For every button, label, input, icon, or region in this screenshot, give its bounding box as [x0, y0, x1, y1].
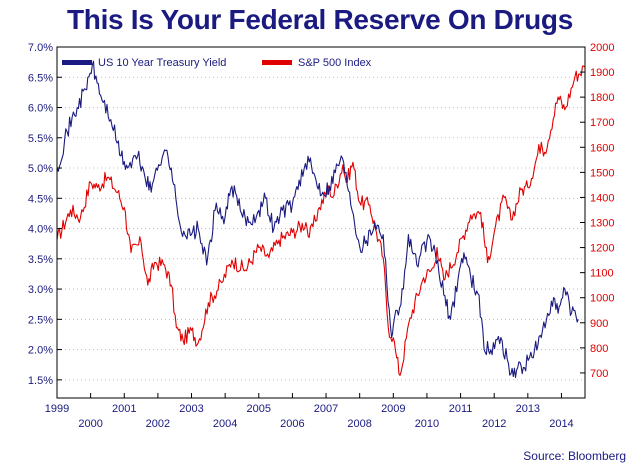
left-tick-label: 7.0% — [28, 42, 53, 54]
x-tick-label: 2000 — [78, 418, 102, 430]
x-tick-label: 2003 — [179, 403, 203, 415]
legend-label-yield: US 10 Year Treasury Yield — [98, 57, 226, 69]
left-tick-label: 5.5% — [28, 133, 53, 145]
x-tick-label: 2001 — [112, 403, 136, 415]
series-layer — [56, 60, 586, 379]
x-tick-label: 2010 — [415, 418, 439, 430]
x-tick-label: 2014 — [549, 418, 573, 430]
left-tick-label: 5.0% — [28, 163, 53, 175]
right-tick-label: 1300 — [590, 218, 614, 230]
x-tick-label: 2011 — [449, 403, 473, 415]
right-tick-label: 800 — [590, 343, 608, 355]
left-tick-label: 3.0% — [28, 284, 53, 296]
x-tick-label: 2004 — [213, 418, 237, 430]
legend-label-sp500: S&P 500 Index — [298, 57, 372, 69]
legend-swatch-sp500 — [262, 60, 292, 65]
x-tick-label: 2009 — [381, 403, 405, 415]
left-tick-label: 6.5% — [28, 72, 53, 84]
left-tick-label: 6.0% — [28, 103, 53, 115]
x-tick-label: 2005 — [247, 403, 271, 415]
x-tick-label: 2013 — [516, 403, 540, 415]
right-tick-label: 1500 — [590, 167, 614, 179]
left-tick-label: 1.5% — [28, 375, 53, 387]
right-tick-label: 1900 — [590, 67, 614, 79]
legend: US 10 Year Treasury Yield S&P 500 Index — [62, 57, 372, 69]
right-tick-label: 1200 — [590, 243, 614, 255]
legend-swatch-yield — [62, 60, 92, 65]
sp500-line — [56, 65, 586, 376]
right-tick-label: 1000 — [590, 293, 614, 305]
left-tick-label: 3.5% — [28, 254, 53, 266]
left-tick-label: 2.0% — [28, 345, 53, 357]
x-tick-label: 2006 — [280, 418, 304, 430]
right-tick-label: 1800 — [590, 92, 614, 104]
right-tick-label: 1100 — [590, 268, 614, 280]
x-tick-label: 2012 — [482, 418, 506, 430]
right-tick-label: 1400 — [590, 192, 614, 204]
x-tick-label: 2002 — [146, 418, 170, 430]
left-tick-label: 4.5% — [28, 193, 53, 205]
gridlines — [57, 46, 585, 381]
treasury-yield-line — [56, 60, 579, 379]
right-axis: 2000 1900 1800 1700 1600 1500 1400 1300 1200 1100… — [580, 42, 614, 380]
left-tick-label: 2.5% — [28, 314, 53, 326]
right-tick-label: 900 — [590, 318, 608, 330]
right-tick-label: 700 — [590, 368, 608, 380]
left-axis: 7.0% 6.5% 6.0% 5.5% 5.0% 4.5% 4.0% 3.5% 3.0% 2.5%… — [28, 42, 62, 387]
x-axis: 1999 2001 2003 2005 2007 2009 2011 2013 2000 2002… — [45, 393, 574, 430]
x-tick-label: 1999 — [45, 403, 69, 415]
source-note: Source: Bloomberg — [523, 449, 626, 463]
plot-frame — [56, 46, 586, 399]
right-tick-label: 1600 — [590, 142, 614, 154]
x-tick-label: 2008 — [347, 418, 371, 430]
right-tick-label: 2000 — [590, 42, 614, 54]
right-tick-label: 1700 — [590, 117, 614, 129]
left-tick-label: 4.0% — [28, 224, 53, 236]
chart-title: This Is Your Federal Reserve On Drugs — [66, 4, 574, 35]
x-tick-label: 2007 — [314, 403, 338, 415]
